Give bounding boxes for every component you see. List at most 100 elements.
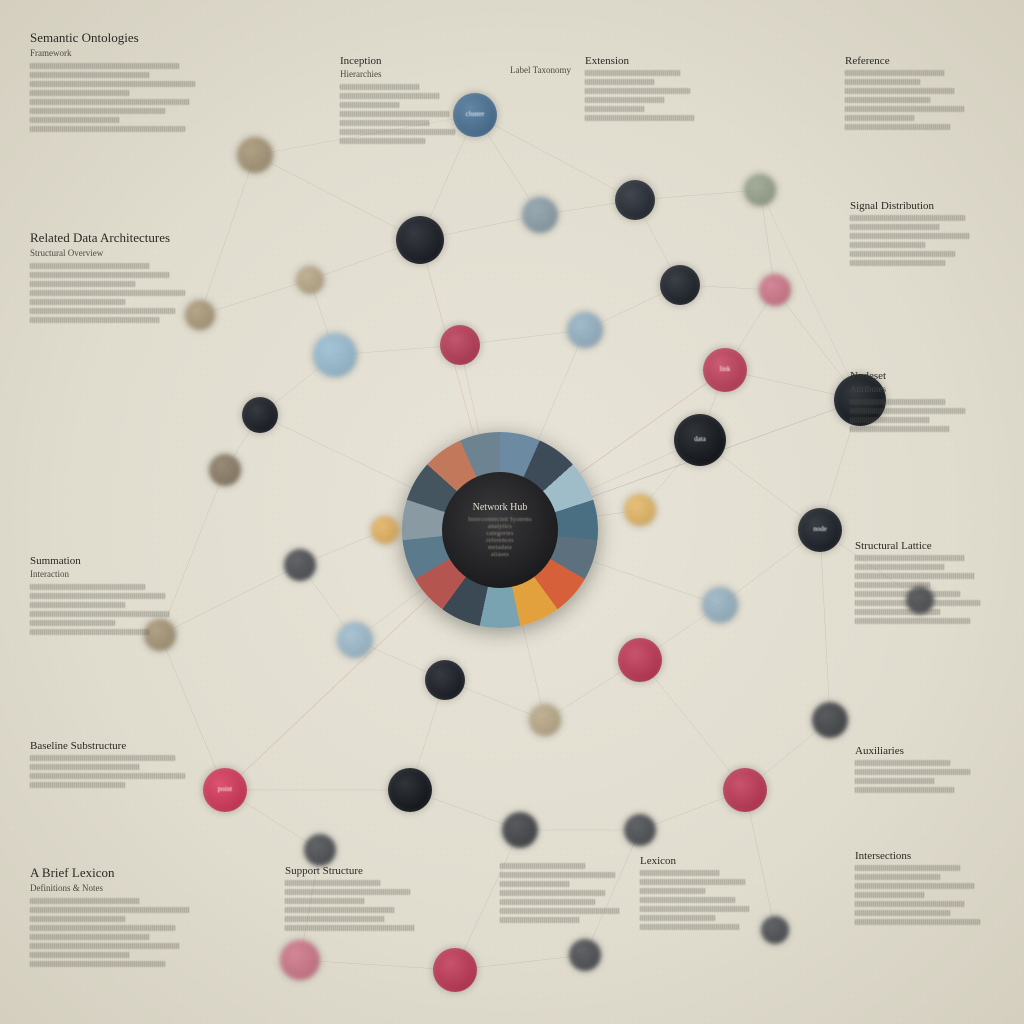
panel-text-line [850,224,940,230]
text-panel [500,860,620,926]
panel-text-line [30,611,170,617]
central-hub: Network HubInterconnected Systemsanalyti… [402,432,598,628]
network-node [185,300,215,330]
network-node: data [674,414,726,466]
network-node [284,549,316,581]
network-node [337,622,373,658]
panel-subtitle: Label Taxonomy [510,65,571,75]
panel-text-line [855,769,970,775]
panel-text-line [850,426,950,432]
network-node [744,174,776,206]
network-node: node [798,508,842,552]
network-node [618,638,662,682]
network-node [759,274,791,306]
network-node [567,312,603,348]
network-node [522,197,558,233]
panel-text-line [850,399,945,405]
panel-text-line [585,106,645,112]
network-node [615,180,655,220]
panel-text-line [850,417,930,423]
text-panel: Auxiliaries [855,745,970,796]
panel-text-line [585,70,680,76]
network-node [624,494,656,526]
panel-text-line [500,881,570,887]
network-node: point [203,768,247,812]
panel-title: Lexicon [640,855,750,867]
network-node: link [703,348,747,392]
text-panel: Reference [845,55,965,133]
network-node [624,814,656,846]
text-panel: Intersections [855,850,980,928]
edge [200,155,255,315]
panel-text-line [340,120,430,126]
panel-text-line [845,79,920,85]
edge [300,960,455,970]
text-panel: NodesetAttributes [850,370,965,435]
panel-text-line [30,63,180,69]
panel-text-line [30,755,175,761]
panel-text-line [855,874,940,880]
hub-title: Network Hub [473,502,528,513]
panel-text-line [285,907,395,913]
panel-text-line [640,870,720,876]
network-node [702,587,738,623]
panel-text-line [30,99,190,105]
edge [640,660,745,790]
panel-text-line [855,892,925,898]
panel-text-line [30,299,125,305]
panel-subtitle: Structural Overview [30,248,185,258]
text-panel: SummationInteraction [30,555,170,638]
panel-subtitle: Attributes [850,384,965,394]
network-node [660,265,700,305]
panel-text-line [500,908,620,914]
network-node [237,137,273,173]
panel-title: Semantic Ontologies [30,30,195,46]
panel-text-line [340,102,400,108]
panel-text-line [30,263,150,269]
panel-title: Structural Lattice [855,540,980,552]
edge [820,530,830,720]
panel-title: Summation [30,555,170,567]
panel-text-line [850,251,955,257]
network-node [502,812,538,848]
panel-title: Support Structure [285,865,415,877]
panel-text-line [340,84,420,90]
panel-text-line [585,97,665,103]
text-panel: Baseline Substructure [30,740,185,791]
panel-text-line [30,90,130,96]
network-node [529,704,561,736]
panel-text-line [845,106,965,112]
panel-text-line [30,317,160,323]
panel-text-line [850,408,965,414]
panel-text-line [855,600,980,606]
hub-row: categories [486,531,513,537]
network-node [280,940,320,980]
panel-text-line [30,593,165,599]
panel-text-line [855,618,970,624]
hub-core: Network HubInterconnected Systemsanalyti… [442,472,558,588]
panel-text-line [640,906,750,912]
edge [160,565,300,635]
panel-title: Related Data Architectures [30,230,185,246]
panel-text-line [640,924,740,930]
panel-text-line [855,582,930,588]
panel-text-line [30,952,130,958]
panel-subtitle: Definitions & Notes [30,883,190,893]
panel-text-line [30,925,175,931]
panel-text-line [855,591,960,597]
edge [255,155,420,240]
panel-text-line [30,108,165,114]
panel-text-line [855,564,945,570]
panel-text-line [585,88,690,94]
network-node [761,916,789,944]
panel-text-line [500,917,580,923]
panel-text-line [855,901,965,907]
panel-text-line [340,129,455,135]
network-node [313,333,357,377]
panel-text-line [285,916,385,922]
panel-text-line [30,629,150,635]
text-panel: Label Taxonomy [510,65,571,80]
network-node: cluster [453,93,497,137]
text-panel: Extension [585,55,695,124]
panel-text-line [30,782,125,788]
